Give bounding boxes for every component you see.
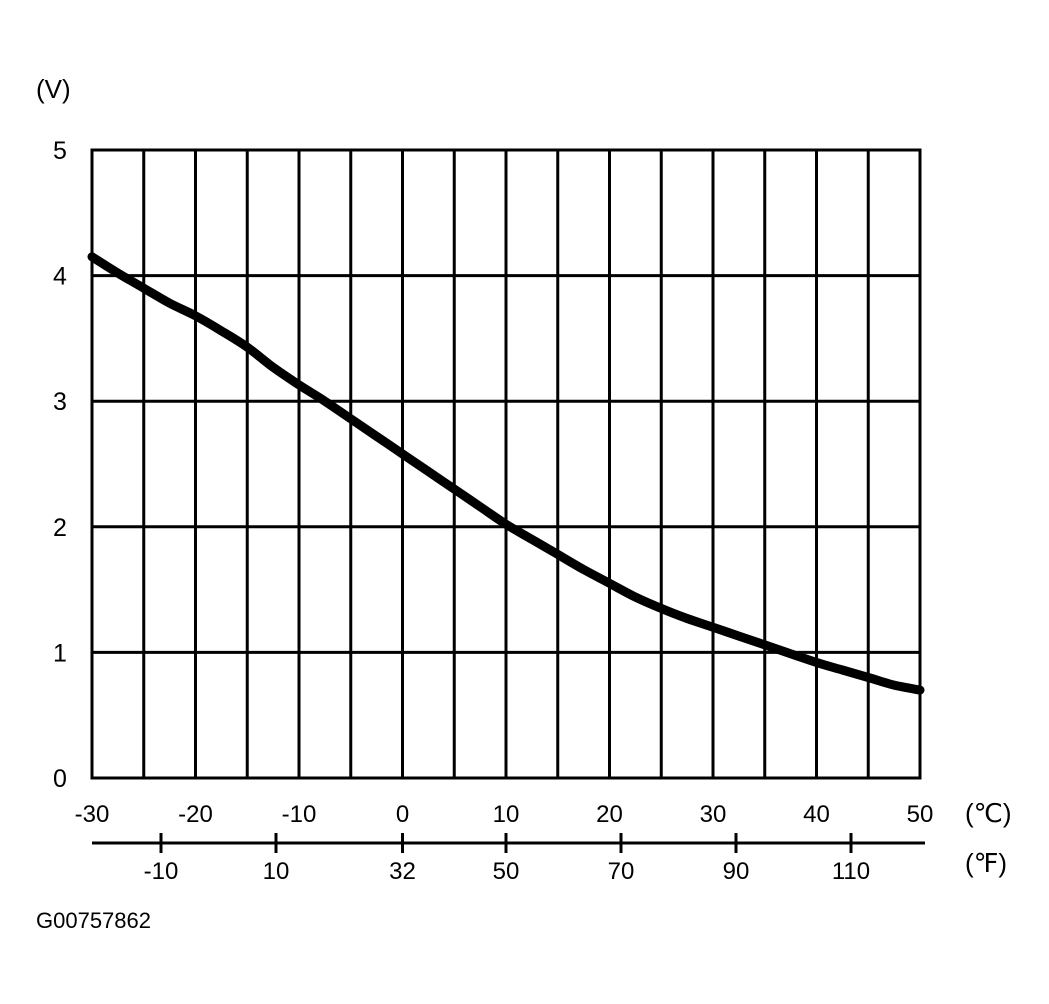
x-fahrenheit-tick-label: 90: [723, 858, 750, 885]
plot-frame: [90, 148, 922, 780]
x-celsius-tick-label: -20: [178, 801, 213, 828]
figure-id: G00757862: [36, 908, 151, 933]
y-tick-label: 0: [53, 765, 67, 793]
x-fahrenheit-tick-label: 70: [608, 858, 635, 885]
x-fahrenheit-tick-label: 50: [493, 858, 520, 885]
x-celsius-tick-label: 40: [803, 801, 830, 828]
y-tick-label: 1: [53, 639, 67, 667]
y-axis-label: (V): [36, 74, 71, 104]
x-axis-celsius-unit: (℃): [965, 798, 1012, 828]
y-tick-labels: 0 1 2 3 4 5: [53, 137, 67, 793]
x-celsius-tick-label: 0: [396, 801, 409, 828]
series-line: [87, 252, 925, 695]
x-fahrenheit-tick-label: 110: [832, 858, 870, 885]
y-tick-label: 3: [53, 388, 67, 416]
x-celsius-tick-label: 50: [907, 801, 934, 828]
x-celsius-tick-label: -10: [282, 801, 317, 828]
x-celsius-tick-label: 30: [700, 801, 727, 828]
vertical-gridlines: [142, 150, 870, 778]
x-celsius-tick-label: -30: [75, 801, 110, 828]
x-fahrenheit-tick-label: 10: [263, 858, 290, 885]
x-fahrenheit-ticks: -10 10 32 50 70 90 110: [144, 833, 870, 885]
x-fahrenheit-tick-label: 32: [389, 858, 416, 885]
x-celsius-tick-label: 20: [596, 801, 623, 828]
x-celsius-tick-label: 10: [493, 801, 520, 828]
x-celsius-tick-labels: -30 -20 -10 0 10 20 30 40 50: [75, 801, 934, 828]
y-tick-label: 2: [53, 514, 67, 542]
x-axis-fahrenheit-unit: (℉): [965, 848, 1007, 878]
y-tick-label: 4: [53, 263, 67, 291]
x-fahrenheit-tick-label: -10: [144, 858, 179, 885]
series-curve-group: [87, 252, 925, 695]
y-tick-label: 5: [53, 137, 67, 165]
